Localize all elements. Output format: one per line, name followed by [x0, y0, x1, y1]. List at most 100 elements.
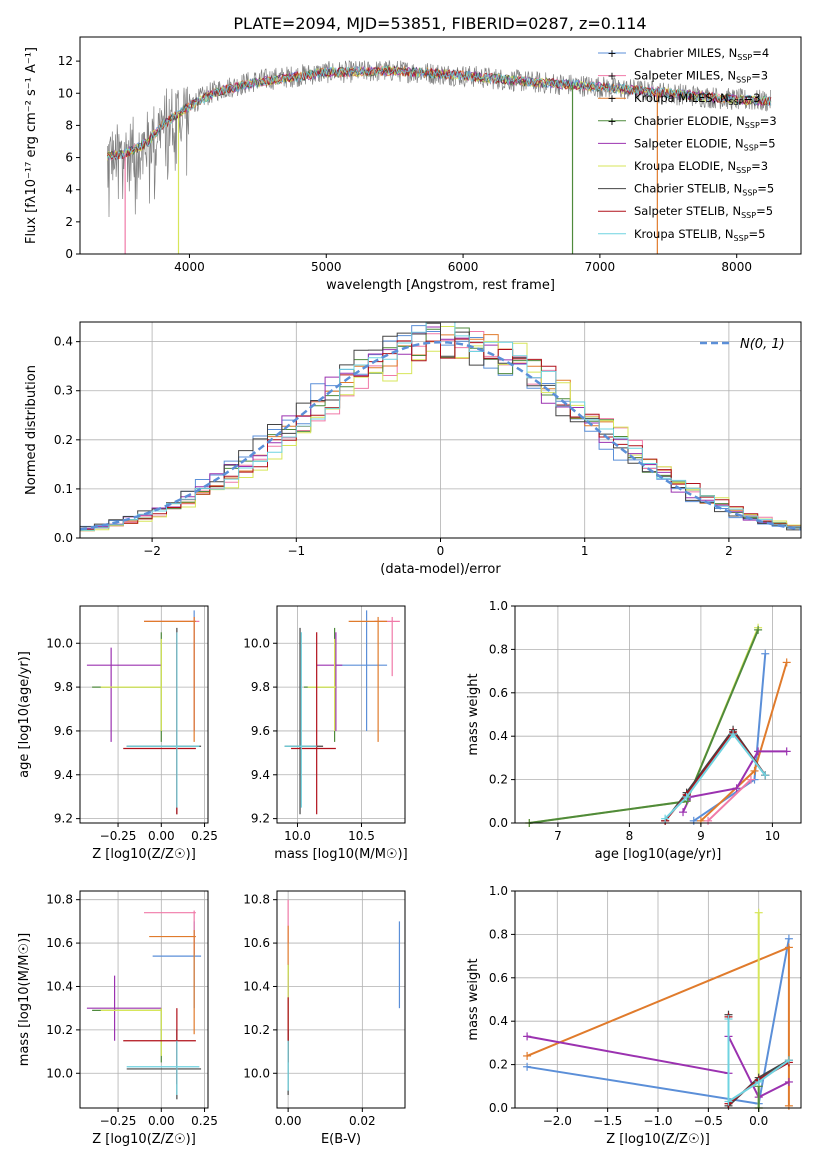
y-tick-label: 0.0 [489, 1101, 508, 1115]
legend-label: Salpeter ELODIE, N [634, 136, 744, 150]
x-tick-label: 7 [554, 829, 562, 843]
legend-count: =3 [760, 114, 777, 128]
x-axis-label: age [log10(age/yr)] [595, 847, 722, 862]
x-tick-label: 9 [697, 829, 705, 843]
legend-residuals: N(0, 1) [700, 337, 785, 352]
axes-mass_vs_ebv [277, 891, 405, 1108]
legend-subscript: SSP [736, 166, 751, 175]
legend-count: =3 [751, 69, 768, 83]
y-tick-label: 9.2 [54, 812, 73, 826]
spectrum-lines [107, 60, 772, 254]
legend-spectrum: + Chabrier MILES, NSSP=4+ Salpeter MILES, … [598, 46, 777, 243]
x-tick-label: −0.5 [694, 1114, 723, 1128]
y-tick-label: 0.2 [489, 1058, 508, 1072]
y-tick-label: 0.2 [54, 433, 73, 447]
y-tick-label: 10.2 [243, 1023, 270, 1037]
plot-frame [79, 605, 209, 824]
x-tick-label: 8 [626, 829, 634, 843]
x-tick-label: −1.0 [643, 1114, 672, 1128]
weight-line-kroupa-stelib [727, 1019, 790, 1104]
legend-entry: Salpeter MILES, NSSP=3 [634, 69, 768, 85]
x-axis-label: mass [log10(M/M☉)] [274, 847, 407, 862]
legend-entry: Salpeter ELODIE, NSSP=5 [634, 136, 776, 152]
y-tick-label: 10.0 [46, 1066, 73, 1080]
y-tick-label: 4 [65, 183, 73, 197]
legend-entry: Chabrier MILES, NSSP=4 [634, 46, 769, 62]
legend-subscript: SSP [734, 234, 749, 243]
legend-count: =4 [752, 46, 769, 60]
legend-label: Kroupa ELODIE, N [634, 159, 736, 173]
legend-count: =5 [759, 136, 776, 150]
legend-subscript: SSP [745, 121, 760, 130]
x-tick-label: 0 [437, 544, 445, 558]
x-axis-label: wavelength [Angstrom, rest frame] [326, 278, 555, 293]
y-tick-label: 0.6 [489, 686, 508, 700]
legend-entry: Kroupa STELIB, NSSP=5 [634, 227, 765, 243]
y-axis-label: mass weight [466, 673, 481, 755]
y-axis-label: Normed distribution [24, 365, 39, 495]
x-axis-label: E(B-V) [321, 1132, 361, 1147]
y-tick-label: 9.4 [251, 768, 270, 782]
legend-subscript: SSP [737, 53, 752, 62]
legend-subscript: SSP [729, 98, 744, 107]
model-spectrum-kroupa-stelib [107, 65, 772, 161]
x-tick-label: 7000 [585, 260, 616, 274]
legend-label: Salpeter STELIB, N [634, 204, 741, 218]
x-tick-label: −2.0 [543, 1114, 572, 1128]
legend-subscript: SSP [736, 76, 751, 85]
y-tick-label: 9.8 [54, 680, 73, 694]
axes-weight_vs_age [515, 605, 801, 827]
y-tick-label: 9.4 [54, 768, 73, 782]
y-tick-label: 0.8 [489, 927, 508, 941]
y-tick-label: 0.0 [489, 816, 508, 830]
legend-entry: Salpeter STELIB, NSSP=5 [634, 204, 773, 220]
weight-line-chabrier-elodie [529, 629, 760, 824]
weight-line-kroupa-elodie [529, 627, 760, 824]
weight-line-kroupa-miles [700, 662, 788, 822]
y-tick-label: 10.6 [243, 936, 270, 950]
y-tick-label: 10 [58, 86, 73, 100]
y-tick-label: 0.2 [489, 773, 508, 787]
x-tick-label: 10.5 [348, 829, 375, 843]
y-tick-label: 0 [65, 247, 73, 261]
frame-mass_vs_ebv: 0.00 0.02 10.0 10.2 10.4 10.6 10.8 E(B-V) [243, 890, 406, 1147]
legend-subscript: SSP [744, 143, 759, 152]
x-tick-label: 0.00 [275, 1114, 302, 1128]
x-tick-label: 2 [725, 544, 733, 558]
y-tick-label: 10.0 [46, 636, 73, 650]
legend-label: Kroupa STELIB, N [634, 227, 734, 241]
x-tick-label: 0.0 [749, 1114, 768, 1128]
y-tick-label: 10.2 [46, 1023, 73, 1037]
legend-marker: + [607, 92, 616, 105]
y-tick-label: 10.8 [46, 893, 73, 907]
x-tick-label: −1 [287, 544, 305, 558]
x-tick-label: 1 [581, 544, 589, 558]
legend-label: Salpeter MILES, N [634, 69, 736, 83]
y-tick-label: 10.6 [46, 936, 73, 950]
y-tick-label: 10.0 [243, 1066, 270, 1080]
y-tick-label: 0.8 [489, 642, 508, 656]
legend-marker: + [607, 115, 616, 128]
y-tick-label: 8 [65, 118, 73, 132]
legend-label: Kroupa MILES, N [634, 91, 729, 105]
y-tick-label: 0.3 [54, 384, 73, 398]
y-axis-label: age [log10(age/yr)] [17, 651, 32, 778]
legend-entry: Kroupa ELODIE, NSSP=3 [634, 159, 768, 175]
x-tick-label: 5000 [311, 260, 342, 274]
x-tick-label: 0.25 [191, 829, 218, 843]
legend-label: Chabrier MILES, N [634, 46, 737, 60]
x-tick-label: −0.25 [100, 829, 137, 843]
legend-marker: + [607, 70, 616, 83]
legend-label: Chabrier ELODIE, N [634, 114, 745, 128]
x-tick-label: 10.0 [284, 829, 311, 843]
legend-subscript: SSP [741, 211, 756, 220]
y-tick-label: 2 [65, 215, 73, 229]
normal-reference-curve [80, 340, 801, 531]
y-tick-label: 9.6 [251, 724, 270, 738]
legend-count: =3 [751, 159, 768, 173]
axes-age_vs_Z [80, 606, 208, 823]
legend-label: Chabrier STELIB, N [634, 182, 742, 196]
y-tick-label: 0.0 [54, 531, 73, 545]
figure-title: PLATE=2094, MJD=53851, FIBERID=0287, z=0… [233, 14, 646, 33]
